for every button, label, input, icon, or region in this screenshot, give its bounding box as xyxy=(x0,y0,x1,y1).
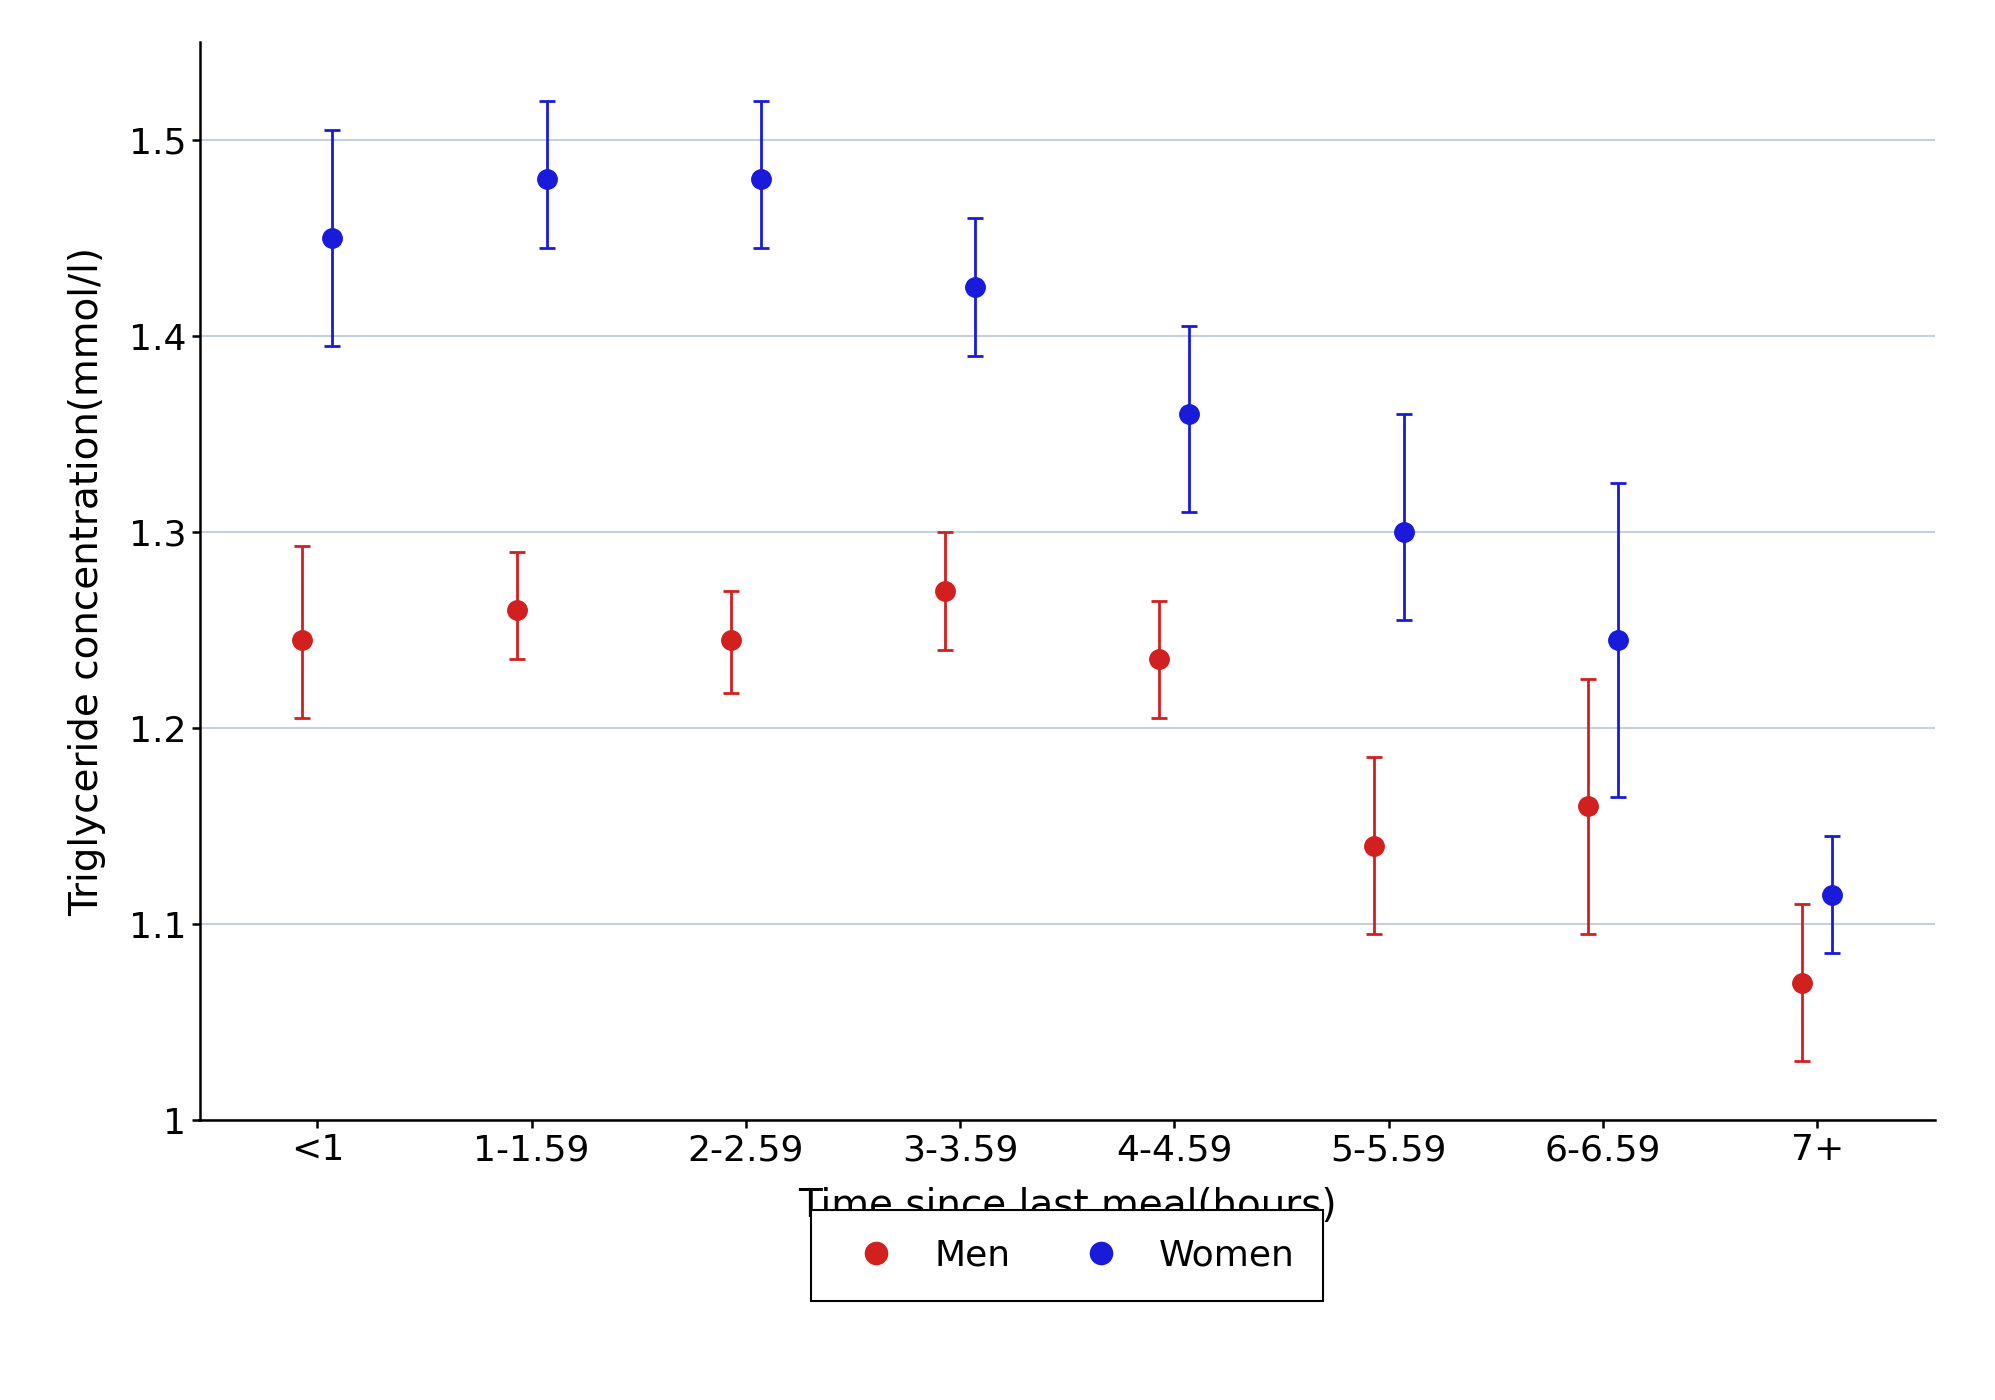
X-axis label: Time since last meal(hours): Time since last meal(hours) xyxy=(798,1187,1337,1225)
Y-axis label: Triglyceride concentration(mmol/l): Triglyceride concentration(mmol/l) xyxy=(68,246,106,916)
Legend: Men, Women: Men, Women xyxy=(812,1210,1323,1302)
